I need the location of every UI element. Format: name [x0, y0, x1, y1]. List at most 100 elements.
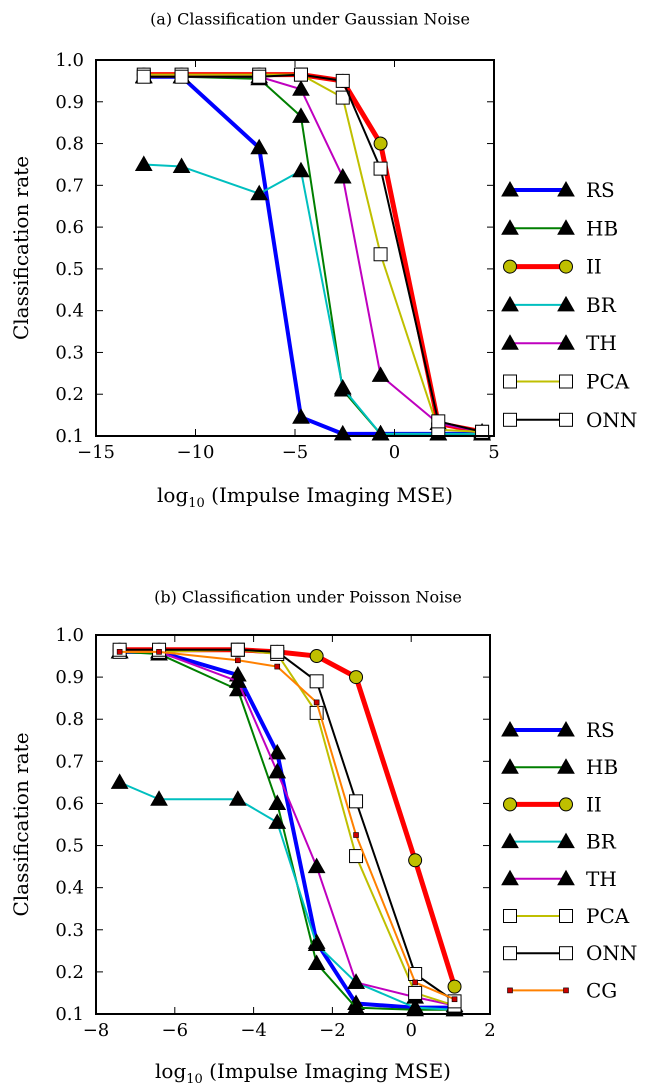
series-onn-point: [174, 69, 189, 84]
chart-title: (a) Classification under Gaussian Noise: [150, 10, 470, 29]
legend-marker: [501, 758, 519, 774]
legend-item-pca: PCA: [503, 904, 630, 928]
series-cg-point: [274, 663, 281, 670]
legend-label: HB: [586, 216, 618, 240]
legend-item-ii: II: [503, 255, 602, 279]
legend-label: TH: [586, 867, 617, 891]
legend-marker: [501, 180, 519, 197]
series-onn-point: [293, 67, 308, 82]
legend-marker: [559, 797, 573, 812]
series-onn-point: [335, 73, 350, 88]
x-axis-label-sub: 10: [188, 496, 205, 511]
y-tick-label: 0.8: [55, 709, 84, 730]
series-th-point: [371, 366, 390, 382]
x-axis-label: log10 (Impulse Imaging MSE): [157, 483, 453, 511]
chart-panel-2: (b) Classification under Poisson Noise −8…: [9, 588, 637, 1088]
series-pca-point: [408, 985, 423, 1000]
y-tick-label: 0.4: [55, 301, 84, 322]
legend-label: ONN: [586, 408, 637, 432]
x-tick-label: −8: [83, 1020, 110, 1041]
series-br-line: [119, 781, 455, 1011]
legend-item-pca: PCA: [503, 370, 630, 394]
y-tick-label: 0.4: [55, 878, 84, 899]
legend-marker: [557, 832, 575, 849]
series-br-point: [268, 813, 287, 829]
legend-marker: [503, 412, 517, 427]
x-tick-label: 2: [484, 1020, 495, 1041]
series-ii-point: [309, 649, 324, 664]
legend-marker: [503, 797, 517, 812]
series-th-point: [268, 762, 287, 779]
y-tick-label: 0.3: [55, 342, 84, 363]
legend-label: PCA: [586, 904, 630, 928]
y-tick-label: 0.8: [55, 134, 84, 155]
x-axis-label-main: log: [155, 1059, 186, 1083]
legend-marker: [559, 909, 573, 923]
legend-marker: [501, 219, 519, 235]
legend-label: II: [586, 255, 602, 279]
y-tick-label: 0.3: [55, 920, 84, 941]
series-rs-point: [250, 138, 269, 155]
series-cg-point: [451, 996, 458, 1003]
series-cg-point: [156, 649, 162, 655]
series-br-point: [172, 157, 191, 174]
legend-marker: [557, 180, 575, 197]
legend-marker: [557, 720, 575, 737]
series-br-point: [333, 378, 352, 395]
series-onn-line: [119, 648, 456, 1003]
series-br-point: [150, 790, 168, 806]
x-tick-label: −15: [77, 442, 115, 463]
series-br-point: [250, 184, 269, 201]
legend-item-hb: HB: [501, 216, 618, 240]
legend-label: RS: [586, 718, 615, 742]
series-cg-point: [353, 832, 359, 838]
legend-marker: [501, 869, 519, 886]
legend-marker: [501, 334, 519, 350]
series-pca-point: [373, 247, 388, 262]
series-ii-point: [349, 670, 364, 685]
y-tick-label: 0.5: [55, 836, 84, 857]
series-th-point: [307, 857, 326, 874]
x-axis-label: log10 (Impulse Imaging MSE): [155, 1059, 451, 1087]
series-hb-point: [307, 954, 326, 970]
series-onn-point: [349, 794, 364, 809]
series-th-point: [347, 973, 365, 989]
legend-marker: [557, 219, 575, 235]
legend-label: PCA: [586, 370, 630, 394]
series-br-point: [134, 155, 153, 171]
legend-marker: [559, 412, 573, 427]
series-onn-line: [143, 73, 483, 433]
series-br-point: [228, 790, 247, 806]
series-cg-line: [119, 650, 455, 1001]
y-tick-label: 0.6: [55, 793, 84, 814]
series-hb-point: [292, 107, 310, 123]
x-tick-label: −10: [177, 442, 215, 463]
series-th-point: [333, 167, 352, 184]
series-pca-point: [349, 849, 364, 864]
x-axis-label-rest: (Impulse Imaging MSE): [203, 1059, 451, 1083]
series-onn-point: [309, 674, 324, 689]
legend-item-th: TH: [501, 331, 617, 355]
series-cg-point: [235, 657, 241, 664]
legend-item-onn: ONN: [503, 408, 637, 432]
x-axis-label-sub: 10: [186, 1072, 203, 1087]
legend-marker: [501, 832, 519, 849]
x-tick-label: 5: [488, 442, 499, 463]
legend-marker: [507, 987, 513, 994]
y-tick-label: 0.7: [55, 751, 84, 772]
legend-marker: [559, 259, 573, 274]
series-onn-point: [373, 161, 388, 176]
series-rs-point: [292, 408, 310, 424]
legend-marker: [557, 869, 575, 886]
y-tick-label: 1.0: [55, 625, 84, 646]
legend-item-br: BR: [501, 830, 617, 854]
series-th-point: [228, 672, 247, 688]
legend-label: ONN: [586, 941, 637, 965]
legend-item-br: BR: [501, 293, 617, 317]
series-th: [134, 67, 491, 439]
legend-label: II: [586, 792, 602, 816]
legend-item-th: TH: [501, 867, 617, 891]
series-hb-point: [268, 794, 287, 810]
legend-marker: [557, 295, 575, 312]
